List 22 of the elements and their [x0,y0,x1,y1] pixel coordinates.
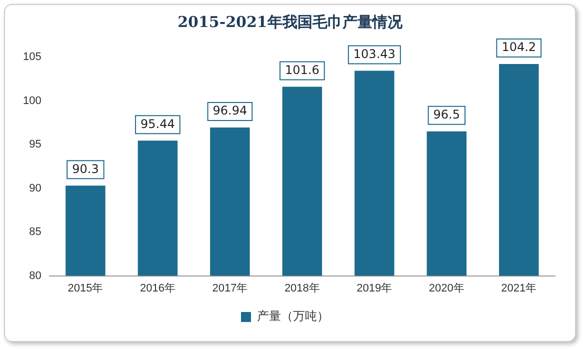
y-tick-label: 95 [29,138,42,151]
data-label: 103.43 [353,46,396,61]
legend-label: 产量（万吨） [257,309,329,324]
data-label: 104.2 [502,40,536,54]
x-tick-label: 2020年 [428,282,464,294]
x-tick-label: 2021年 [501,282,537,294]
chart-title: 2015-2021年我国毛巾产量情况 [176,13,404,32]
data-label: 101.6 [284,62,320,77]
y-tick-label: 105 [22,51,42,64]
x-tick-label: 2015年 [68,282,104,294]
data-label: 95.44 [140,116,175,131]
y-tick-label: 100 [22,94,42,107]
data-label: 96.5 [433,108,460,122]
x-tick-label: 2016年 [140,282,176,294]
data-label: 90.3 [72,162,99,176]
y-tick-label: 90 [29,182,42,194]
data-label: 96.94 [212,104,248,118]
y-tick-label: 85 [29,226,42,238]
x-tick-label: 2019年 [356,282,392,294]
y-tick-label: 80 [29,270,42,282]
x-tick-label: 2018年 [284,282,320,294]
x-tick-label: 2017年 [212,282,248,294]
